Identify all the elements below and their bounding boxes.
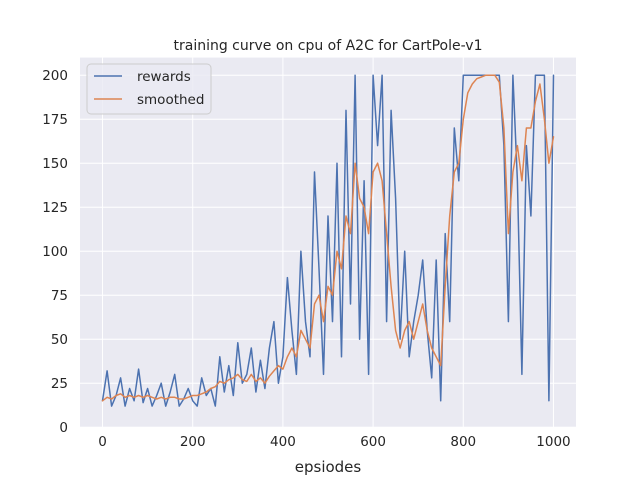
x-tick-label: 200 [180, 434, 206, 450]
y-tick-label: 50 [51, 332, 68, 348]
y-tick-label: 0 [59, 420, 68, 436]
y-tick-label: 75 [51, 288, 68, 304]
x-tick-label: 400 [270, 434, 296, 450]
tick-labels: 0 200 400 600 800 1000 0 25 50 75 100 125 150 175 200 [42, 68, 570, 450]
series-line-smoothed [101, 74, 555, 402]
y-tick-label: 200 [42, 68, 68, 84]
y-tick-label: 150 [42, 156, 68, 172]
y-tick-label: 125 [42, 200, 68, 216]
x-tick-label: 0 [98, 434, 107, 450]
legend-label-rewards: rewards [137, 69, 191, 85]
x-tick-label: 1000 [536, 434, 570, 450]
chart-title: training curve on cpu of A2C for CartPol… [174, 38, 483, 54]
x-tick-label: 600 [360, 434, 386, 450]
x-tick-label: 800 [450, 434, 476, 450]
y-tick-label: 25 [51, 376, 68, 392]
grid-lines [80, 57, 576, 428]
series-line-rewards [101, 74, 555, 407]
series-layer [101, 74, 555, 407]
legend: rewards smoothed [86, 63, 212, 115]
y-tick-label: 100 [42, 244, 68, 260]
legend-label-smoothed: smoothed [137, 92, 204, 108]
y-tick-label: 175 [42, 112, 68, 128]
x-axis-label: epsiodes [295, 458, 362, 476]
